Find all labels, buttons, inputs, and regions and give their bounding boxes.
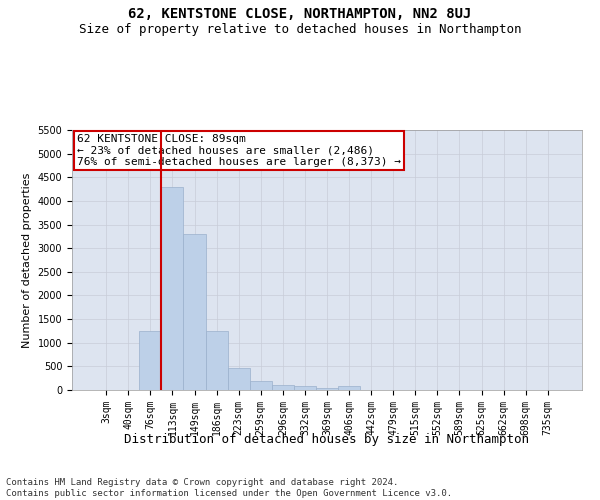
Text: Size of property relative to detached houses in Northampton: Size of property relative to detached ho… [79,22,521,36]
Bar [338,386,360,390]
Text: Distribution of detached houses by size in Northampton: Distribution of detached houses by size … [125,432,530,446]
Bar [250,380,272,390]
Bar [206,331,227,390]
Bar [184,234,206,390]
Text: 62 KENTSTONE CLOSE: 89sqm
← 23% of detached houses are smaller (2,486)
76% of se: 62 KENTSTONE CLOSE: 89sqm ← 23% of detac… [77,134,401,167]
Bar [272,386,294,390]
Bar [316,388,338,390]
Bar [139,331,161,390]
Text: 62, KENTSTONE CLOSE, NORTHAMPTON, NN2 8UJ: 62, KENTSTONE CLOSE, NORTHAMPTON, NN2 8U… [128,8,472,22]
Bar [294,386,316,390]
Text: Contains HM Land Registry data © Crown copyright and database right 2024.
Contai: Contains HM Land Registry data © Crown c… [6,478,452,498]
Bar [227,368,250,390]
Y-axis label: Number of detached properties: Number of detached properties [22,172,32,348]
Bar [161,186,184,390]
